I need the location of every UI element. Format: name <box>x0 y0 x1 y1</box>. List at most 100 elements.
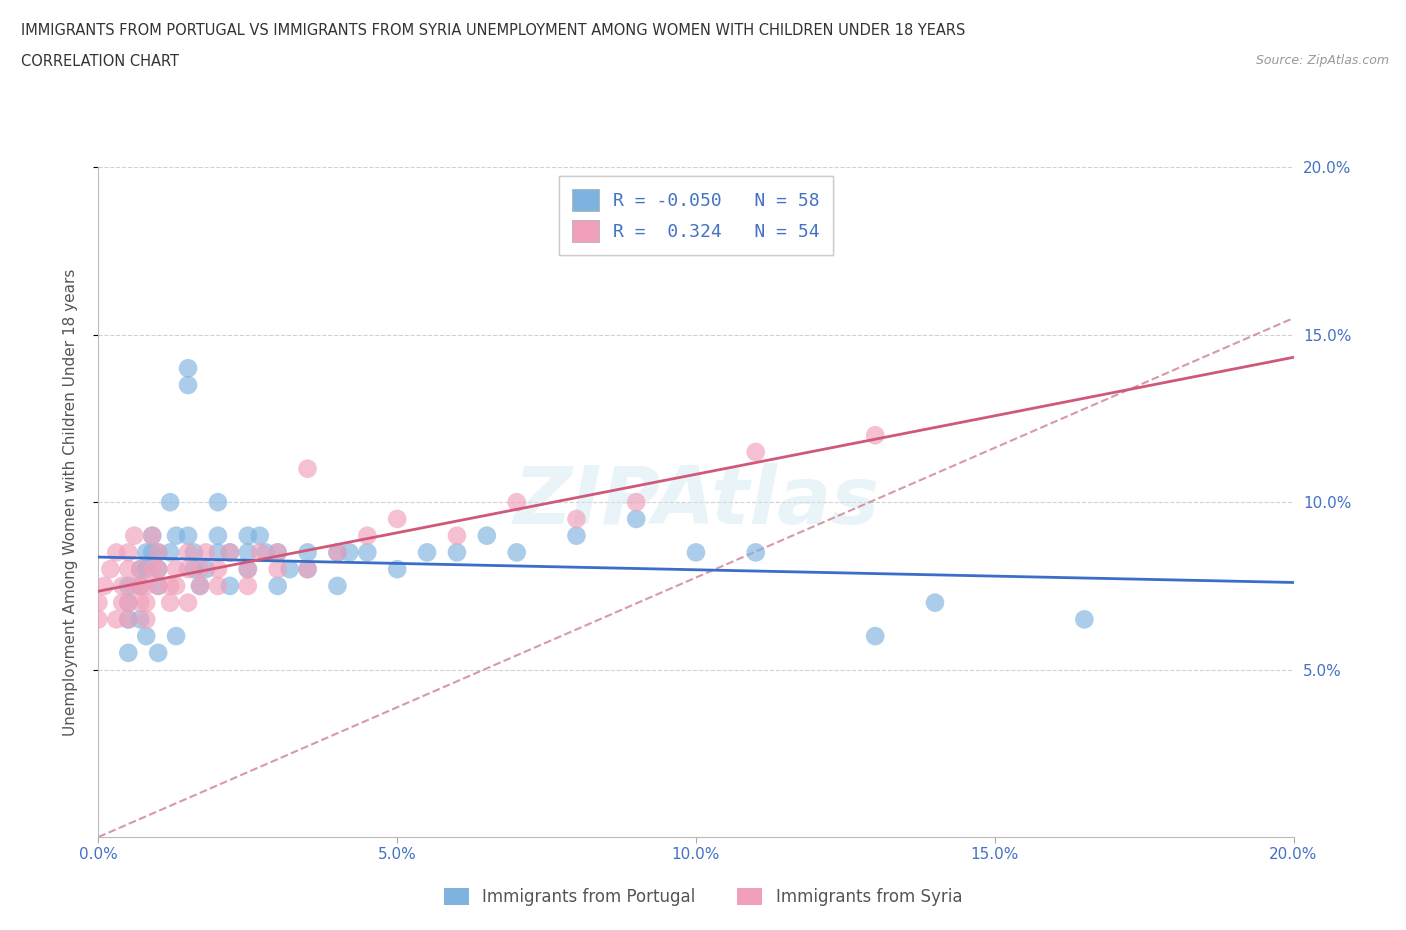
Point <box>117 562 139 577</box>
Point <box>385 512 409 526</box>
Point <box>297 562 319 577</box>
Text: IMMIGRANTS FROM PORTUGAL VS IMMIGRANTS FROM SYRIA UNEMPLOYMENT AMONG WOMEN WITH : IMMIGRANTS FROM PORTUGAL VS IMMIGRANTS F… <box>21 23 966 38</box>
Point <box>207 545 229 560</box>
Point <box>267 578 290 593</box>
Point <box>565 512 588 526</box>
Y-axis label: Unemployment Among Women with Children Under 18 years: Unemployment Among Women with Children U… <box>63 269 77 736</box>
Point <box>326 578 349 593</box>
Point <box>159 578 181 593</box>
Point <box>129 562 152 577</box>
Point <box>219 545 242 560</box>
Point <box>249 545 271 560</box>
Point <box>148 578 170 593</box>
Point <box>141 528 163 543</box>
Point <box>135 612 157 627</box>
Point <box>385 562 409 577</box>
Point <box>236 545 259 560</box>
Point <box>267 545 290 560</box>
Point <box>117 545 139 560</box>
Point <box>117 612 139 627</box>
Point <box>111 578 134 593</box>
Point <box>141 545 163 560</box>
Point <box>356 545 378 560</box>
Point <box>207 578 229 593</box>
Point <box>236 562 259 577</box>
Point <box>135 578 157 593</box>
Point <box>326 545 349 560</box>
Point <box>165 562 187 577</box>
Point <box>159 545 181 560</box>
Point <box>141 562 163 577</box>
Point <box>177 378 200 392</box>
Point <box>236 562 259 577</box>
Point <box>177 361 200 376</box>
Point <box>129 562 152 577</box>
Point <box>249 528 271 543</box>
Point <box>356 528 378 543</box>
Point <box>117 578 139 593</box>
Legend: Immigrants from Portugal, Immigrants from Syria: Immigrants from Portugal, Immigrants fro… <box>437 881 969 912</box>
Point <box>117 595 139 610</box>
Point <box>195 545 218 560</box>
Point <box>148 562 170 577</box>
Point <box>506 545 529 560</box>
Point <box>506 495 529 510</box>
Point <box>326 545 349 560</box>
Point <box>124 528 146 543</box>
Point <box>446 545 468 560</box>
Text: Source: ZipAtlas.com: Source: ZipAtlas.com <box>1256 54 1389 67</box>
Point <box>267 545 290 560</box>
Legend: R = -0.050   N = 58, R =  0.324   N = 54: R = -0.050 N = 58, R = 0.324 N = 54 <box>560 177 832 255</box>
Point <box>159 495 181 510</box>
Point <box>129 595 152 610</box>
Point <box>254 545 277 560</box>
Point <box>165 629 187 644</box>
Point <box>236 528 259 543</box>
Point <box>111 595 134 610</box>
Point <box>105 545 128 560</box>
Point <box>87 595 110 610</box>
Point <box>87 612 110 627</box>
Point <box>148 545 170 560</box>
Point <box>148 645 170 660</box>
Point <box>626 512 648 526</box>
Point <box>117 612 139 627</box>
Point <box>135 629 157 644</box>
Point <box>188 578 211 593</box>
Point <box>297 545 319 560</box>
Point <box>745 545 768 560</box>
Point <box>129 578 152 593</box>
Point <box>165 528 187 543</box>
Point <box>183 562 205 577</box>
Point <box>339 545 360 560</box>
Point <box>1073 612 1095 627</box>
Point <box>183 545 205 560</box>
Point <box>207 562 229 577</box>
Text: ZIPAtlas: ZIPAtlas <box>513 463 879 541</box>
Point <box>626 495 648 510</box>
Point <box>207 495 229 510</box>
Point <box>129 612 152 627</box>
Point <box>148 562 170 577</box>
Point <box>100 562 122 577</box>
Point <box>165 578 187 593</box>
Point <box>105 612 128 627</box>
Point <box>148 578 170 593</box>
Point <box>297 461 319 476</box>
Point <box>188 578 211 593</box>
Point <box>124 578 146 593</box>
Point <box>219 578 242 593</box>
Point <box>188 562 211 577</box>
Point <box>129 578 152 593</box>
Point <box>207 528 229 543</box>
Point <box>236 578 259 593</box>
Point <box>865 629 887 644</box>
Point <box>865 428 887 443</box>
Point <box>416 545 439 560</box>
Point <box>565 528 588 543</box>
Point <box>745 445 768 459</box>
Point <box>177 545 200 560</box>
Point <box>148 545 170 560</box>
Point <box>93 578 115 593</box>
Point <box>267 562 290 577</box>
